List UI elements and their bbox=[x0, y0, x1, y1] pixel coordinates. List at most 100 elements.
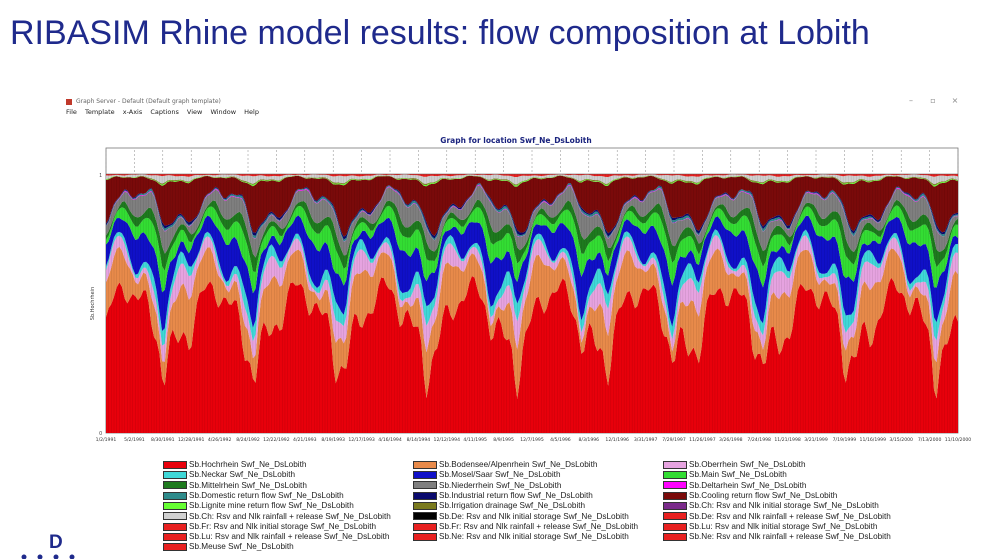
legend-swatch bbox=[413, 522, 437, 531]
legend-swatch bbox=[663, 460, 687, 469]
x-tick-label: 7/19/1999 bbox=[833, 437, 857, 443]
legend-swatch bbox=[163, 481, 187, 490]
menu-window[interactable]: Window bbox=[210, 108, 237, 116]
legend-item: Sb.Lignite mine return flow Swf_Ne_DsLob… bbox=[163, 501, 354, 511]
legend-item: Sb.Lu: Rsv and Nlk initial storage Swf_N… bbox=[663, 522, 877, 532]
legend-label: Sb.Ch: Rsv and Nlk rainfall + release Sw… bbox=[189, 511, 391, 521]
legend-swatch bbox=[663, 522, 687, 531]
x-tick-label: 8/24/1992 bbox=[236, 437, 260, 443]
legend-item: Sb.Ch: Rsv and Nlk initial storage Swf_N… bbox=[663, 501, 879, 511]
legend-item: Sb.Meuse Swf_Ne_DsLobith bbox=[163, 542, 294, 552]
legend-swatch bbox=[163, 522, 187, 531]
x-tick-label: 5/2/1991 bbox=[124, 437, 145, 443]
x-tick-label: 8/19/1993 bbox=[321, 437, 345, 443]
legend-label: Sb.Deltarhein Swf_Ne_DsLobith bbox=[689, 480, 807, 490]
legend-item: Sb.Neckar Swf_Ne_DsLobith bbox=[163, 470, 295, 480]
legend-swatch bbox=[663, 502, 687, 511]
legend-item: Sb.Niederrhein Swf_Ne_DsLobith bbox=[413, 481, 561, 491]
x-tick-label: 8/14/1994 bbox=[407, 437, 431, 443]
x-tick-label: 4/5/1996 bbox=[550, 437, 571, 443]
legend-label: Sb.Main Swf_Ne_DsLobith bbox=[689, 470, 787, 480]
legend-swatch bbox=[663, 512, 687, 521]
menu-x-axis[interactable]: x-Axis bbox=[122, 108, 143, 116]
x-tick-label: 3/15/2000 bbox=[889, 437, 913, 443]
y-tick-label: 0 bbox=[99, 431, 102, 437]
legend-swatch bbox=[163, 471, 187, 480]
legend-swatch bbox=[163, 491, 187, 500]
legend-label: Sb.Fr: Rsv and Nlk initial storage Swf_N… bbox=[189, 521, 377, 531]
legend-swatch bbox=[663, 471, 687, 480]
legend-label: Sb.Hochrhein Swf_Ne_DsLobith bbox=[189, 460, 307, 469]
legend-item: Sb.Cooling return flow Swf_Ne_DsLobith bbox=[663, 491, 837, 501]
x-tick-label: 12/28/1991 bbox=[178, 437, 205, 443]
legend-label: Sb.Oberrhein Swf_Ne_DsLobith bbox=[689, 460, 806, 469]
legend-label: Sb.Lignite mine return flow Swf_Ne_DsLob… bbox=[189, 501, 354, 511]
legend-swatch bbox=[163, 460, 187, 469]
legend-swatch bbox=[163, 512, 187, 521]
legend-item: Sb.De: Rsv and Nlk rainfall + release Sw… bbox=[663, 512, 891, 522]
legend-label: Sb.Fr: Rsv and Nlk rainfall + release Sw… bbox=[439, 521, 639, 531]
legend-item: Sb.Main Swf_Ne_DsLobith bbox=[663, 470, 787, 480]
x-tick-label: 8/9/1995 bbox=[493, 437, 514, 443]
x-tick-label: 11/26/1997 bbox=[689, 437, 716, 443]
window-controls: – ▫ × bbox=[900, 96, 966, 105]
series-area bbox=[106, 205, 958, 294]
series-area bbox=[106, 174, 958, 177]
graph-server-window: Graph Server - Default (Default graph te… bbox=[64, 96, 968, 441]
legend-label: Sb.Lu: Rsv and Nlk rainfall + release Sw… bbox=[189, 532, 390, 542]
legend-item: Sb.Ch: Rsv and Nlk rainfall + release Sw… bbox=[163, 512, 391, 522]
menu-view[interactable]: View bbox=[186, 108, 203, 116]
legend-label: Sb.Mosel/Saar Swf_Ne_DsLobith bbox=[439, 470, 561, 480]
legend-label: Sb.Niederrhein Swf_Ne_DsLobith bbox=[439, 480, 562, 490]
legend-item: Sb.Lu: Rsv and Nlk rainfall + release Sw… bbox=[163, 532, 389, 542]
legend-swatch bbox=[413, 532, 437, 541]
legend-item: Sb.Fr: Rsv and Nlk initial storage Swf_N… bbox=[163, 522, 376, 532]
legend-swatch bbox=[413, 512, 437, 521]
legend-swatch bbox=[663, 532, 687, 541]
legend-item: Sb.Mosel/Saar Swf_Ne_DsLobith bbox=[413, 470, 561, 480]
x-tick-label: 8/3/1996 bbox=[578, 437, 599, 443]
menu-template[interactable]: Template bbox=[84, 108, 115, 116]
legend-swatch bbox=[413, 502, 437, 511]
x-tick-label: 12/12/1994 bbox=[434, 437, 461, 443]
series-area bbox=[106, 199, 958, 273]
legend-item: Sb.Ne: Rsv and Nlk initial storage Swf_N… bbox=[413, 532, 629, 542]
x-tick-label: 3/26/1998 bbox=[719, 437, 743, 443]
menu-file[interactable]: File bbox=[66, 108, 77, 116]
legend-swatch bbox=[663, 481, 687, 490]
legend-item: Sb.Industrial return flow Swf_Ne_DsLobit… bbox=[413, 491, 593, 501]
legend-label: Sb.Industrial return flow Swf_Ne_DsLobit… bbox=[439, 490, 593, 500]
x-tick-label: 1/2/1991 bbox=[96, 437, 117, 443]
legend-item: Sb.Domestic return flow Swf_Ne_DsLobith bbox=[163, 491, 344, 501]
legend-label: Sb.Domestic return flow Swf_Ne_DsLobith bbox=[189, 490, 344, 500]
legend-label: Sb.Ne: Rsv and Nlk rainfall + release Sw… bbox=[689, 532, 891, 542]
slide-title: RIBASIM Rhine model results: flow compos… bbox=[10, 14, 870, 52]
x-tick-label: 7/24/1998 bbox=[747, 437, 771, 443]
legend-swatch bbox=[163, 543, 187, 552]
series-area bbox=[106, 235, 958, 363]
legend-label: Sb.Lu: Rsv and Nlk initial storage Swf_N… bbox=[689, 521, 878, 531]
x-tick-label: 3/31/1997 bbox=[634, 437, 658, 443]
maximize-icon[interactable]: ▫ bbox=[930, 96, 936, 105]
legend-swatch bbox=[163, 532, 187, 541]
legend-swatch bbox=[163, 502, 187, 511]
close-icon[interactable]: × bbox=[951, 96, 959, 105]
menu-captions[interactable]: Captions bbox=[150, 108, 179, 116]
logo-dots bbox=[21, 554, 75, 559]
series-area bbox=[106, 246, 958, 399]
x-tick-label: 8/30/1991 bbox=[151, 437, 175, 443]
x-tick-label: 4/21/1993 bbox=[293, 437, 317, 443]
menu-help[interactable]: Help bbox=[244, 108, 259, 116]
legend-item: Sb.De: Rsv and Nlk initial storage Swf_N… bbox=[413, 512, 629, 522]
minimize-icon[interactable]: – bbox=[909, 96, 913, 105]
legend-label: Sb.Cooling return flow Swf_Ne_DsLobith bbox=[689, 490, 838, 500]
legend-label: Sb.De: Rsv and Nlk rainfall + release Sw… bbox=[689, 511, 891, 521]
legend-item: Sb.Deltarhein Swf_Ne_DsLobith bbox=[663, 481, 806, 491]
legend-label: Sb.Irrigation drainage Swf_Ne_DsLobith bbox=[439, 501, 586, 511]
x-tick-label: 12/7/1995 bbox=[520, 437, 544, 443]
x-tick-label: 4/16/1994 bbox=[378, 437, 402, 443]
legend-swatch bbox=[413, 471, 437, 480]
legend-label: Sb.Ne: Rsv and Nlk initial storage Swf_N… bbox=[439, 532, 629, 542]
window-titlebar: Graph Server - Default (Default graph te… bbox=[64, 96, 968, 108]
